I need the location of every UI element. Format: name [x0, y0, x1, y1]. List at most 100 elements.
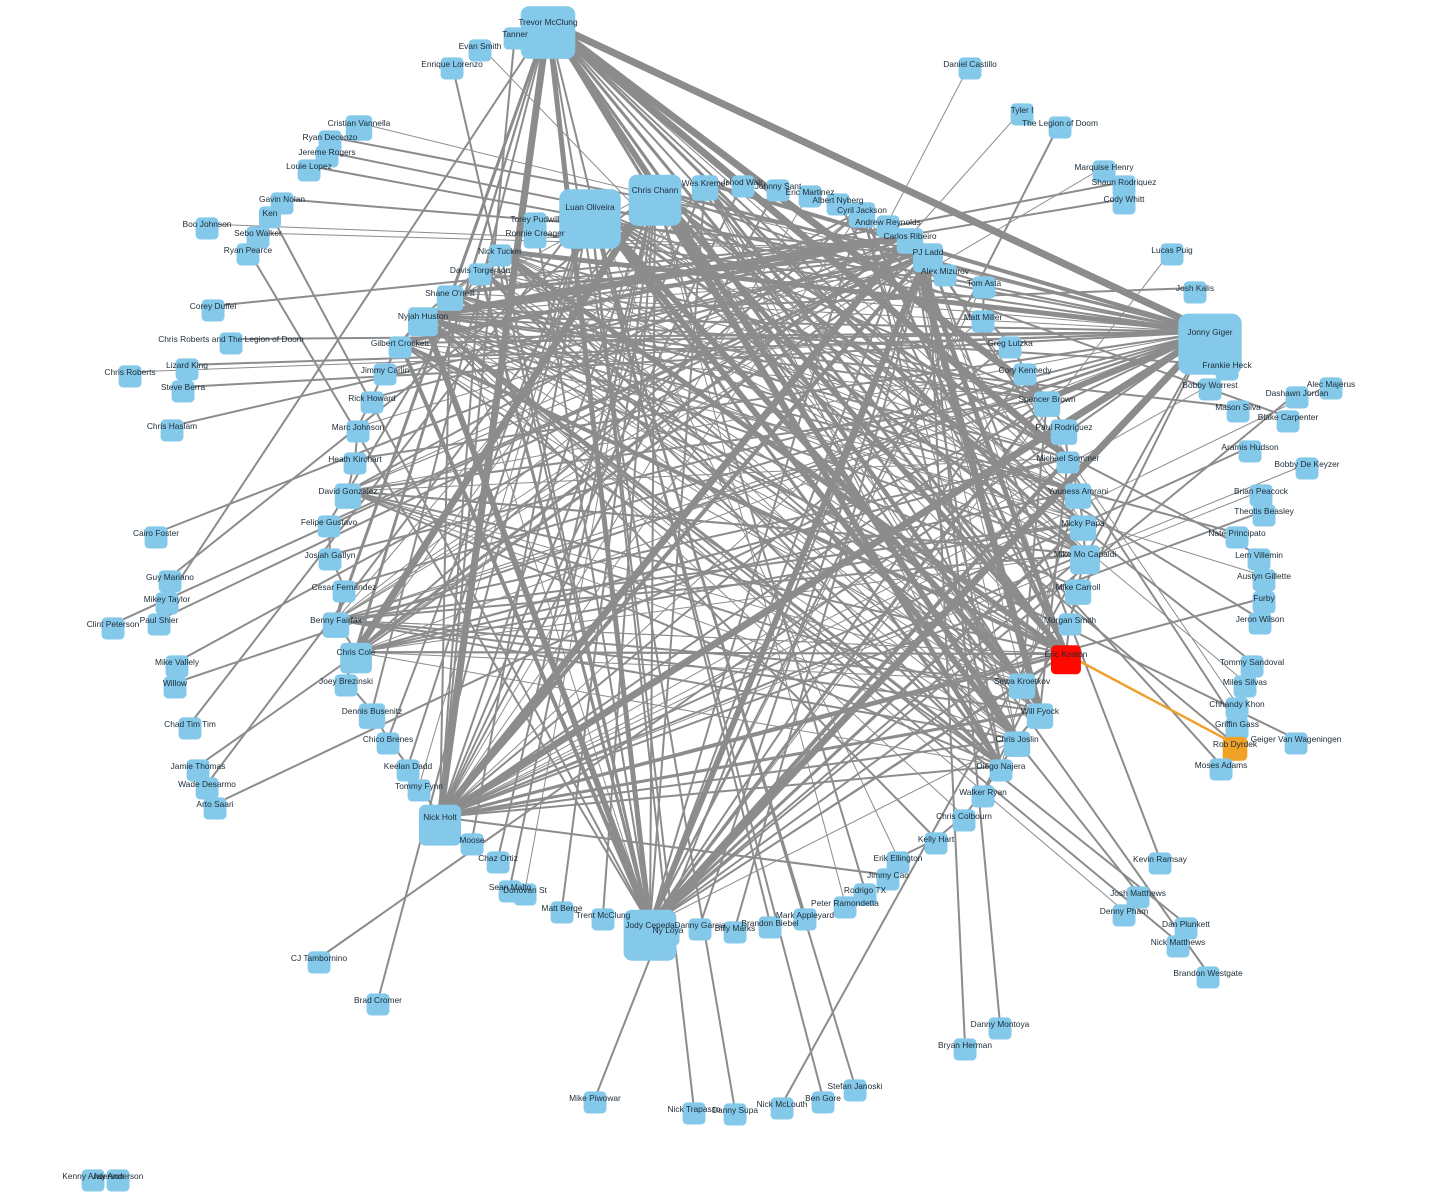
- svg-text:Stefan Janoski: Stefan Janoski: [828, 1081, 883, 1091]
- svg-text:Brian Peacock: Brian Peacock: [1234, 486, 1289, 496]
- svg-text:Bryan Herman: Bryan Herman: [938, 1040, 992, 1050]
- svg-text:Tanner: Tanner: [502, 29, 528, 39]
- svg-text:Rob Dyrdek: Rob Dyrdek: [1213, 739, 1258, 749]
- svg-text:Brad Cromer: Brad Cromer: [354, 995, 402, 1005]
- svg-text:Joey Brezinski: Joey Brezinski: [319, 676, 373, 686]
- svg-text:Mikey Taylor: Mikey Taylor: [144, 594, 191, 604]
- svg-text:Cesar Fernandez: Cesar Fernandez: [312, 582, 377, 592]
- svg-text:Miles Silvas: Miles Silvas: [1223, 677, 1267, 687]
- svg-text:Torey Pudwill: Torey Pudwill: [510, 214, 559, 224]
- svg-text:Shaun Rodriquez: Shaun Rodriquez: [1092, 177, 1157, 187]
- svg-text:Bobby Worrest: Bobby Worrest: [1182, 380, 1238, 390]
- svg-text:Jonny Giger: Jonny Giger: [1187, 327, 1232, 337]
- svg-text:Lem Villemin: Lem Villemin: [1235, 550, 1283, 560]
- svg-text:Austyn Gillette: Austyn Gillette: [1237, 571, 1291, 581]
- svg-text:Boo Johnson: Boo Johnson: [183, 219, 232, 229]
- svg-text:The Legion of Doom: The Legion of Doom: [1022, 118, 1098, 128]
- svg-text:Chhandy Khon: Chhandy Khon: [1209, 699, 1265, 709]
- svg-text:Sebo Walker: Sebo Walker: [234, 228, 282, 238]
- svg-text:Aramis Hudson: Aramis Hudson: [1221, 442, 1279, 452]
- svg-text:Ryan Decenzo: Ryan Decenzo: [303, 132, 358, 142]
- svg-text:Josh Kalis: Josh Kalis: [1176, 283, 1214, 293]
- svg-text:Enrique Lorenzo: Enrique Lorenzo: [421, 59, 483, 69]
- svg-text:Trent McClung: Trent McClung: [576, 910, 631, 920]
- svg-text:CJ Tambornino: CJ Tambornino: [291, 953, 348, 963]
- svg-text:Corey Duffel: Corey Duffel: [190, 301, 237, 311]
- svg-text:Rick Howard: Rick Howard: [348, 393, 396, 403]
- svg-text:Chris Roberts and The Legion o: Chris Roberts and The Legion of Doom: [158, 334, 304, 344]
- svg-text:Greg Lutzka: Greg Lutzka: [987, 338, 1033, 348]
- svg-text:Dennis Busenitz: Dennis Busenitz: [342, 706, 403, 716]
- svg-text:Rodrigo TX: Rodrigo TX: [844, 885, 887, 895]
- svg-text:Diego Najera: Diego Najera: [977, 761, 1026, 771]
- svg-text:Wes Kremer: Wes Kremer: [682, 178, 729, 188]
- svg-text:Lucas Puig: Lucas Puig: [1151, 245, 1193, 255]
- svg-text:Keelan Dadd: Keelan Dadd: [384, 761, 433, 771]
- svg-text:Spencer Brown: Spencer Brown: [1018, 394, 1076, 404]
- svg-text:Mason Silva: Mason Silva: [1215, 402, 1261, 412]
- svg-text:Jimmy Cao: Jimmy Cao: [867, 870, 909, 880]
- svg-text:Jeron Wilson: Jeron Wilson: [1236, 614, 1285, 624]
- svg-text:Paul Shier: Paul Shier: [140, 615, 179, 625]
- svg-text:Daniel Castillo: Daniel Castillo: [943, 59, 997, 69]
- svg-text:Nick McLouth: Nick McLouth: [757, 1099, 808, 1109]
- svg-text:Morgan Smith: Morgan Smith: [1044, 615, 1096, 625]
- svg-text:Michael Sommer: Michael Sommer: [1037, 453, 1100, 463]
- svg-text:Davis Torgerson: Davis Torgerson: [450, 265, 511, 275]
- svg-text:Nick Holt: Nick Holt: [423, 812, 457, 822]
- svg-text:Walker Ryan: Walker Ryan: [959, 787, 1007, 797]
- svg-text:Marc Johnson: Marc Johnson: [332, 422, 385, 432]
- svg-text:Shane O'neill: Shane O'neill: [425, 288, 475, 298]
- svg-text:Marquise Henry: Marquise Henry: [1074, 162, 1134, 172]
- svg-text:Will Fyock: Will Fyock: [1021, 706, 1060, 716]
- svg-text:Ny Loya: Ny Loya: [653, 925, 684, 935]
- svg-text:Bobby De Keyzer: Bobby De Keyzer: [1274, 459, 1339, 469]
- svg-text:Nick Matthews: Nick Matthews: [1151, 937, 1205, 947]
- svg-text:Carlos Ribeiro: Carlos Ribeiro: [883, 231, 936, 241]
- svg-text:Blake Carpenter: Blake Carpenter: [1258, 412, 1319, 422]
- svg-text:Matt Miller: Matt Miller: [964, 312, 1003, 322]
- svg-text:Denny Pham: Denny Pham: [1100, 906, 1148, 916]
- svg-text:Dan Plunkett: Dan Plunkett: [1162, 919, 1211, 929]
- svg-text:Lizard King: Lizard King: [166, 360, 208, 370]
- svg-text:Mike Vallely: Mike Vallely: [155, 657, 200, 667]
- svg-text:Evan Smith: Evan Smith: [459, 41, 502, 51]
- svg-text:Furby: Furby: [1253, 593, 1275, 603]
- svg-text:Jamie Thomas: Jamie Thomas: [171, 761, 226, 771]
- svg-text:Alex Mizurov: Alex Mizurov: [921, 266, 970, 276]
- svg-text:Ben Gore: Ben Gore: [805, 1093, 841, 1103]
- svg-text:Tommy Fynn: Tommy Fynn: [395, 781, 443, 791]
- svg-text:Griffin Gass: Griffin Gass: [1215, 719, 1259, 729]
- svg-text:Tom Asta: Tom Asta: [967, 278, 1002, 288]
- svg-text:Luan Oliveira: Luan Oliveira: [565, 202, 615, 212]
- svg-text:Andrew Reynolds: Andrew Reynolds: [855, 217, 921, 227]
- svg-text:Kelly Hart: Kelly Hart: [918, 834, 955, 844]
- svg-text:Moose: Moose: [459, 835, 484, 845]
- svg-text:Jereme Rogers: Jereme Rogers: [298, 147, 355, 157]
- svg-text:Chris Colbourn: Chris Colbourn: [936, 811, 992, 821]
- svg-text:Cory Kennedy: Cory Kennedy: [998, 365, 1052, 375]
- svg-text:Tommy Sandoval: Tommy Sandoval: [1220, 657, 1284, 667]
- svg-text:Wade Desarmo: Wade Desarmo: [178, 779, 236, 789]
- svg-text:Josiah Gatlyn: Josiah Gatlyn: [305, 550, 356, 560]
- svg-text:Ken: Ken: [263, 208, 278, 218]
- svg-text:Gilbert Crockett: Gilbert Crockett: [371, 338, 430, 348]
- svg-text:Jay Anderson: Jay Anderson: [93, 1171, 144, 1181]
- svg-text:Cyril Jackson: Cyril Jackson: [837, 205, 887, 215]
- svg-text:Theotis Beasley: Theotis Beasley: [1234, 506, 1294, 516]
- svg-text:Mike Carroll: Mike Carroll: [1056, 582, 1101, 592]
- svg-text:Geiger Van Wageningen: Geiger Van Wageningen: [1251, 734, 1342, 744]
- svg-text:Chaz Ortiz: Chaz Ortiz: [478, 853, 518, 863]
- svg-text:Josh Matthews: Josh Matthews: [1110, 888, 1166, 898]
- svg-text:Eric Koston: Eric Koston: [1045, 649, 1088, 659]
- svg-text:PJ Ladd: PJ Ladd: [913, 247, 944, 257]
- svg-text:Willow: Willow: [163, 678, 188, 688]
- svg-text:Mike Mo Capaldi: Mike Mo Capaldi: [1054, 549, 1117, 559]
- svg-text:Benny Fairfax: Benny Fairfax: [310, 615, 362, 625]
- svg-text:Youness Amrani: Youness Amrani: [1048, 486, 1108, 496]
- svg-text:Nyjah Huston: Nyjah Huston: [398, 311, 449, 321]
- svg-text:Heath Kirchart: Heath Kirchart: [328, 454, 382, 464]
- svg-text:Chico Brenes: Chico Brenes: [363, 734, 413, 744]
- svg-text:Brandon Westgate: Brandon Westgate: [1173, 968, 1243, 978]
- svg-text:Cristian Vannella: Cristian Vannella: [328, 118, 391, 128]
